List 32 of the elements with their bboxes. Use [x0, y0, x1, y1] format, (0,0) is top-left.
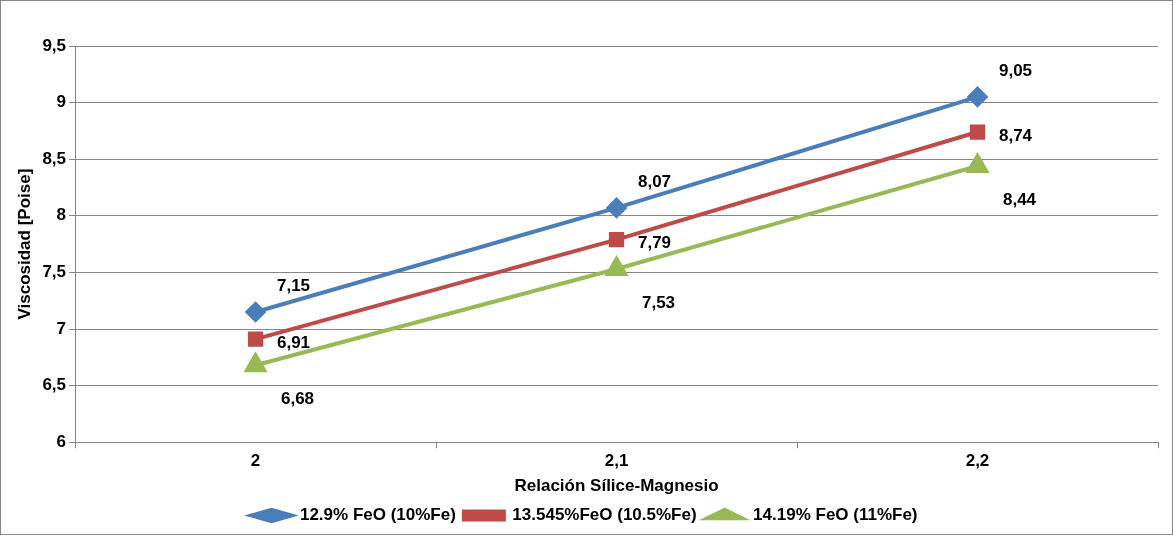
legend-label: 13.545%FeO (10.5%Fe): [512, 505, 697, 525]
y-tick-label: 9: [56, 92, 67, 112]
x-tick-label: 2,2: [965, 451, 990, 471]
x-axis-title: Relación Sílice-Magnesio: [514, 476, 719, 496]
point: [969, 124, 986, 140]
point: [247, 331, 264, 347]
y-tick-label: 6: [56, 431, 67, 451]
data-label: 9,05: [998, 60, 1033, 80]
x-tick-label: 2: [250, 451, 261, 471]
y-tick-label: 8,5: [42, 148, 67, 168]
point: [244, 353, 267, 373]
y-tick-label: 6,5: [42, 375, 67, 395]
x-tick-label: 2,1: [604, 451, 629, 471]
point: [245, 302, 266, 323]
point: [606, 197, 627, 218]
legend-label: 14.19% FeO (11%Fe): [753, 505, 918, 525]
point: [967, 86, 988, 107]
data-label: 8,44: [1002, 189, 1037, 209]
y-tick-label: 7: [56, 318, 67, 338]
y-tick-label: 8: [56, 205, 67, 225]
data-label: 8,74: [998, 125, 1033, 145]
y-axis-title: Viscosidad [Poise]: [14, 168, 34, 320]
data-label: 8,07: [637, 171, 672, 191]
data-label: 6,68: [280, 388, 315, 408]
legend-label: 12.9% FeO (10%Fe): [299, 505, 456, 525]
point: [608, 231, 625, 248]
y-tick-label: 7,5: [42, 262, 67, 282]
data-label: 7,53: [641, 292, 676, 312]
y-tick-label: 9,5: [42, 35, 67, 55]
data-label: 6,91: [276, 332, 311, 352]
data-label: 7,79: [637, 233, 672, 253]
data-label: 7,15: [276, 275, 311, 295]
